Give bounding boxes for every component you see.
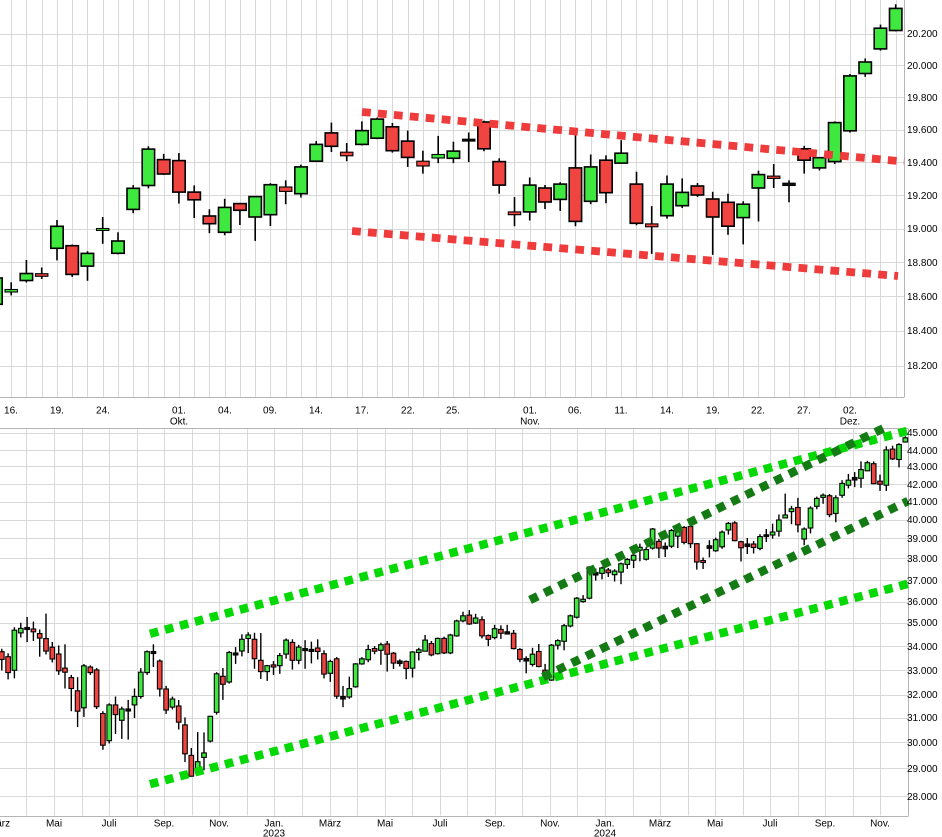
svg-text:34.000: 34.000 — [907, 642, 938, 653]
svg-text:Sep.: Sep. — [154, 819, 175, 830]
svg-text:Mai: Mai — [46, 819, 62, 830]
svg-text:19.800: 19.800 — [907, 93, 938, 104]
svg-text:19.400: 19.400 — [907, 158, 938, 169]
svg-text:19.200: 19.200 — [907, 191, 938, 202]
svg-text:09.: 09. — [263, 406, 277, 417]
svg-text:14.: 14. — [660, 406, 674, 417]
svg-text:Juli: Juli — [762, 819, 777, 830]
svg-text:März: März — [319, 819, 341, 830]
svg-text:19.600: 19.600 — [907, 125, 938, 136]
svg-text:31.000: 31.000 — [907, 713, 938, 724]
svg-text:Jan.: Jan. — [265, 819, 284, 830]
svg-text:01.: 01. — [523, 406, 537, 417]
svg-text:18.800: 18.800 — [907, 258, 938, 269]
svg-text:Nov.: Nov. — [540, 819, 560, 830]
svg-text:Sep.: Sep. — [485, 819, 506, 830]
svg-text:19.000: 19.000 — [907, 224, 938, 235]
svg-text:29.000: 29.000 — [907, 764, 938, 775]
svg-text:38.000: 38.000 — [907, 554, 938, 565]
svg-text:39.000: 39.000 — [907, 534, 938, 545]
svg-text:19.: 19. — [706, 406, 720, 417]
svg-text:22.: 22. — [401, 406, 415, 417]
svg-text:Jan.: Jan. — [596, 819, 615, 830]
svg-text:35.000: 35.000 — [907, 618, 938, 629]
svg-text:27.: 27. — [797, 406, 811, 417]
svg-text:24.: 24. — [96, 406, 110, 417]
svg-text:März: März — [0, 819, 10, 830]
svg-text:18.600: 18.600 — [907, 292, 938, 303]
svg-text:40.000: 40.000 — [907, 515, 938, 526]
svg-text:43.000: 43.000 — [907, 462, 938, 473]
svg-text:02.: 02. — [843, 406, 857, 417]
svg-text:18.400: 18.400 — [907, 326, 938, 337]
svg-text:33.000: 33.000 — [907, 666, 938, 677]
svg-text:01.: 01. — [172, 406, 186, 417]
svg-text:11.: 11. — [614, 406, 627, 417]
svg-text:Nov.: Nov. — [209, 819, 229, 830]
svg-text:19.: 19. — [50, 406, 64, 417]
svg-text:44.000: 44.000 — [907, 446, 938, 457]
svg-text:Sep.: Sep. — [815, 819, 836, 830]
svg-text:41.000: 41.000 — [907, 497, 938, 508]
svg-text:18.200: 18.200 — [907, 361, 938, 372]
svg-text:2023: 2023 — [263, 829, 286, 837]
svg-text:Mai: Mai — [377, 819, 393, 830]
svg-text:25.: 25. — [446, 406, 460, 417]
svg-text:2024: 2024 — [594, 829, 617, 837]
svg-text:Okt.: Okt. — [170, 417, 188, 428]
svg-text:42.000: 42.000 — [907, 480, 938, 491]
svg-text:30.000: 30.000 — [907, 738, 938, 749]
svg-text:22.: 22. — [751, 406, 765, 417]
svg-text:28.000: 28.000 — [907, 792, 938, 803]
svg-text:17.: 17. — [355, 406, 369, 417]
svg-text:06.: 06. — [568, 406, 582, 417]
svg-text:20.000: 20.000 — [907, 61, 938, 72]
svg-text:20.200: 20.200 — [907, 29, 938, 40]
svg-text:14.: 14. — [309, 406, 323, 417]
svg-text:Nov.: Nov. — [870, 819, 890, 830]
svg-text:Juli: Juli — [101, 819, 116, 830]
svg-text:04.: 04. — [218, 406, 232, 417]
svg-text:36.000: 36.000 — [907, 597, 938, 608]
svg-text:Juli: Juli — [432, 819, 447, 830]
svg-text:45.000: 45.000 — [907, 428, 938, 439]
svg-text:37.000: 37.000 — [907, 576, 938, 587]
svg-text:16.: 16. — [4, 406, 18, 417]
svg-text:32.000: 32.000 — [907, 690, 938, 701]
svg-text:Mai: Mai — [707, 819, 723, 830]
svg-text:Dez.: Dez. — [840, 417, 861, 428]
svg-text:März: März — [649, 819, 671, 830]
svg-text:Nov.: Nov. — [520, 417, 540, 428]
